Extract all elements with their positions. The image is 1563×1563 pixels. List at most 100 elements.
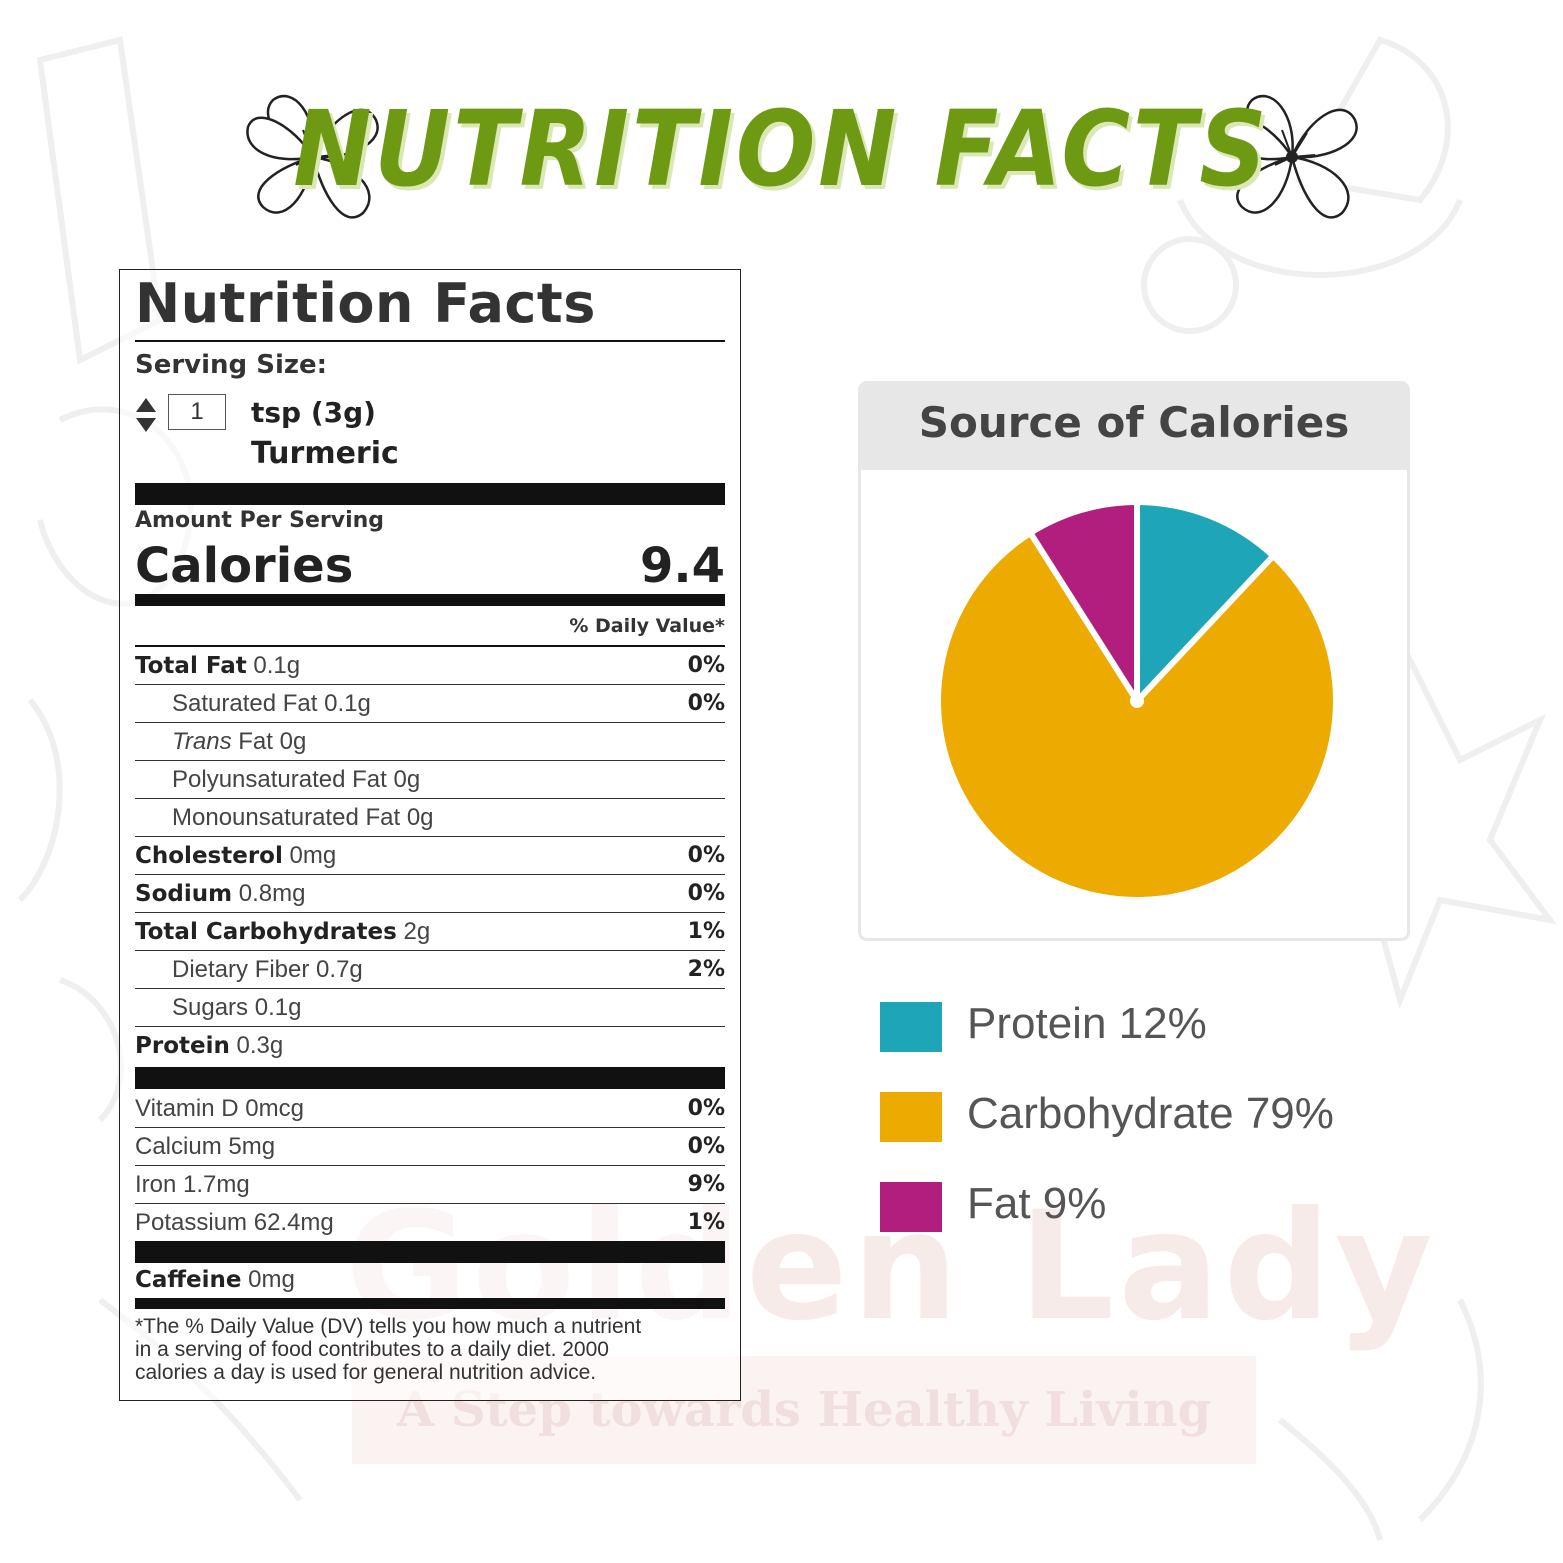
vitamin-row-iron: Iron 1.7mg 9% <box>135 1166 725 1204</box>
medium-divider <box>135 594 725 606</box>
nutrient-row-sodium: Sodium 0.8mg 0% <box>135 875 725 913</box>
legend-swatch <box>880 1002 942 1052</box>
footnote-line: calories a day is used for general nutri… <box>135 1361 597 1384</box>
flower-icon-left <box>246 94 379 219</box>
nutrient-amount: 0g <box>406 804 434 831</box>
page-heading-text: NUTRITION FACTS <box>293 88 1270 210</box>
amount-per-serving: Amount Per Serving <box>135 508 385 533</box>
pie-slice-fat <box>1031 505 1137 701</box>
serving-size-label: Serving Size: <box>135 350 328 380</box>
vitamin-name: Iron <box>135 1171 177 1198</box>
vitamin-amount: 62.4mg <box>253 1209 334 1236</box>
vitamin-dv: 9% <box>687 1172 725 1197</box>
serving-unit: tsp (3g) <box>251 396 376 429</box>
nutrient-dv: 1% <box>687 919 725 944</box>
nutrient-dv: 0% <box>687 691 725 716</box>
nutrient-row-total-carbohydrates: Total Carbohydrates 2g 1% <box>135 913 725 951</box>
nutrient-name: Saturated Fat <box>172 690 318 717</box>
nutrient-amount: 2g <box>403 918 431 945</box>
food-name: Turmeric <box>251 436 399 471</box>
nutrient-amount: 0.1g <box>254 994 302 1021</box>
nutrient-name: Sugars <box>172 994 249 1021</box>
footnote-line: in a serving of food contributes to a da… <box>135 1338 609 1361</box>
nutrient-row-sugars: Sugars 0.1g <box>135 989 725 1027</box>
legend-item-protein: Protein 12% <box>880 997 1440 1057</box>
nutrient-row-saturated-fat: Saturated Fat 0.1g 0% <box>135 685 725 723</box>
legend-item-carbohydrate: Carbohydrate 79% <box>880 1087 1440 1147</box>
vitamin-amount: 5mg <box>228 1133 276 1160</box>
nutrient-name: Monounsaturated Fat <box>172 804 401 831</box>
footnote-line: *The % Daily Value (DV) tells you how mu… <box>135 1315 642 1338</box>
nutrient-amount: 0.8mg <box>238 880 306 907</box>
legend-swatch <box>880 1182 942 1232</box>
label-title: Nutrition Facts <box>135 272 596 335</box>
legend-label: Protein 12% <box>967 999 1207 1048</box>
nutrient-name: Total Fat <box>135 653 247 679</box>
nutrient-name: Caffeine <box>135 1267 242 1293</box>
thick-divider <box>135 483 725 505</box>
nutrient-row-total-fat: Total Fat 0.1g 0% <box>135 647 725 685</box>
daily-value-footnote: *The % Daily Value (DV) tells you how mu… <box>135 1315 725 1384</box>
daily-value-header: % Daily Value* <box>569 615 725 637</box>
nutrient-row-polyunsaturated-fat: Polyunsaturated Fat 0g <box>135 761 725 799</box>
nutrient-amount: 0mg <box>289 842 337 869</box>
vitamin-amount: 1.7mg <box>183 1171 250 1198</box>
nutrient-name-italic: Trans <box>172 728 232 755</box>
nutrient-name: Polyunsaturated Fat <box>172 766 387 793</box>
calories-card-title: Source of Calories <box>918 398 1350 447</box>
page-heading: NUTRITION FACTS <box>0 88 1563 210</box>
thick-divider <box>135 1241 725 1263</box>
vitamin-dv: 0% <box>687 1096 725 1121</box>
legend-label: Carbohydrate 79% <box>967 1089 1334 1138</box>
nutrient-name: Total Carbohydrates <box>135 919 397 945</box>
quantity-stepper-arrows-icon[interactable] <box>135 397 157 433</box>
divider <box>135 340 725 342</box>
pie-slice-separator <box>1029 533 1140 703</box>
nutrient-dv: 2% <box>687 957 725 982</box>
nutrient-row-dietary-fiber: Dietary Fiber 0.7g 2% <box>135 951 725 989</box>
nutrient-amount: 0mg <box>248 1266 295 1293</box>
nutrient-row-caffeine: Caffeine 0mg <box>135 1261 725 1299</box>
calories-pie-chart <box>941 505 1333 897</box>
vitamin-dv: 0% <box>687 1134 725 1159</box>
nutrient-dv: 0% <box>687 653 725 678</box>
nutrient-amount: 0.3g <box>236 1032 284 1059</box>
nutrient-amount: 0g <box>279 728 307 755</box>
nutrient-amount: 0.7g <box>316 956 363 983</box>
legend-label: Fat 9% <box>967 1179 1107 1228</box>
pie-slice-protein <box>1137 505 1272 701</box>
nutrient-name: Protein <box>135 1033 230 1059</box>
calories-card-header: Source of Calories <box>861 384 1407 470</box>
legend-swatch <box>880 1092 942 1142</box>
nutrition-label: Nutrition Facts Serving Size: 1 tsp (3g)… <box>119 269 741 1401</box>
nutrient-row-monounsaturated-fat: Monounsaturated Fat 0g <box>135 799 725 837</box>
nutrient-dv: 0% <box>687 843 725 868</box>
nutrient-row-cholesterol: Cholesterol 0mg 0% <box>135 837 725 875</box>
divider <box>135 645 725 647</box>
medium-divider <box>135 1298 725 1309</box>
nutrient-amount: 0.1g <box>324 690 371 717</box>
vitamin-name: Calcium <box>135 1133 222 1160</box>
nutrient-row-trans-fat: Trans Fat 0g <box>135 723 725 761</box>
vitamin-row-vitamin-d: Vitamin D 0mcg 0% <box>135 1090 725 1128</box>
nutrient-amount: 0g <box>393 766 421 793</box>
vitamin-row-calcium: Calcium 5mg 0% <box>135 1128 725 1166</box>
vitamin-dv: 1% <box>687 1210 725 1235</box>
serving-quantity-input[interactable]: 1 <box>168 394 226 430</box>
nutrient-name: Sodium <box>135 881 233 907</box>
pie-center-dot <box>1130 694 1144 708</box>
legend-item-fat: Fat 9% <box>880 1177 1440 1237</box>
vitamin-amount: 0mcg <box>245 1095 304 1122</box>
nutrient-name: Cholesterol <box>135 843 283 869</box>
vitamin-name: Potassium <box>135 1209 248 1236</box>
calories-label: Calories <box>135 538 354 594</box>
pie-slice-separator <box>1134 556 1274 704</box>
pie-slice-carbohydrate <box>941 535 1333 897</box>
calories-value: 9.4 <box>639 538 725 594</box>
calories-source-card: Source of Calories <box>858 381 1410 941</box>
nutrient-amount: 0.1g <box>253 652 301 679</box>
nutrient-name: Fat <box>238 728 273 755</box>
nutrient-dv: 0% <box>687 881 725 906</box>
nutrient-name: Dietary Fiber <box>172 956 310 983</box>
thick-divider <box>135 1067 725 1089</box>
